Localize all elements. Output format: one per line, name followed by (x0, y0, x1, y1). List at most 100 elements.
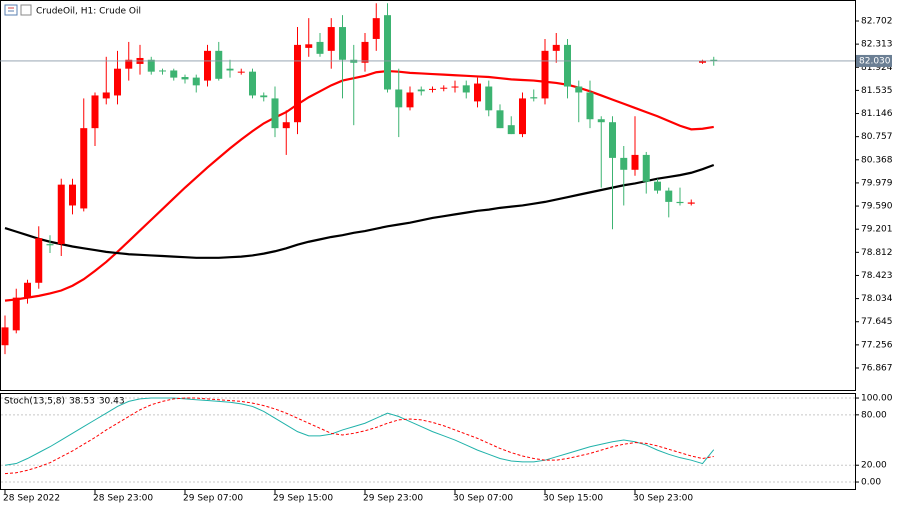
candle-body (147, 59, 155, 72)
candle-body (361, 41, 369, 63)
candle-body (687, 202, 695, 204)
candle-body (384, 15, 391, 90)
symbol-icon (4, 4, 32, 16)
candle-body (440, 87, 448, 89)
candle-body (91, 95, 99, 129)
moving-average (4, 163, 715, 259)
candle-body (24, 282, 31, 298)
candle-body (226, 68, 234, 71)
y-tick-label: 76.867 (861, 363, 893, 373)
candle-body (294, 44, 301, 123)
candle-body (586, 92, 594, 120)
candle-body (372, 18, 380, 39)
candle-body (417, 89, 425, 92)
candle-body (507, 125, 515, 135)
y-tick-label: 82.313 (861, 40, 893, 50)
stoch-line (4, 397, 715, 466)
y-tick-label: 81.146 (861, 109, 893, 119)
candle-body (35, 238, 43, 283)
candle-body (474, 83, 481, 102)
y-tick-label: 80.757 (861, 132, 893, 142)
candle-body (237, 71, 245, 73)
candle-body (282, 122, 290, 129)
indicator-readout: 38.53 (69, 397, 95, 407)
candle-body (305, 44, 313, 48)
y-tick-label: 80.00 (861, 410, 887, 420)
y-tick-label: 0.00 (861, 478, 881, 488)
candle-body (620, 157, 628, 170)
candle-body (564, 44, 571, 87)
x-tick-label: 30 Sep 23:00 (633, 494, 693, 504)
candle-body (496, 110, 504, 129)
y-tick-label: 20.00 (861, 461, 887, 471)
y-tick-label: 82.702 (861, 16, 893, 26)
candle-body (339, 27, 346, 60)
candle-body (80, 128, 88, 209)
y-tick-label: 78.034 (861, 294, 893, 304)
y-tick-label: 77.256 (861, 340, 893, 350)
x-tick-label: 30 Sep 07:00 (453, 494, 513, 504)
candle-body (159, 70, 166, 72)
candle-body (485, 86, 493, 111)
candle-body (69, 184, 76, 206)
x-tick-label: 30 Sep 15:00 (543, 494, 603, 504)
current-price-box (856, 54, 892, 67)
stoch-frame (0, 393, 856, 490)
candle-body (710, 59, 718, 61)
candle-body (519, 98, 526, 135)
x-tick-label: 29 Sep 23:00 (363, 494, 423, 504)
y-tick-label: 79.979 (861, 178, 893, 188)
candle-body (451, 86, 459, 88)
y-tick-label: 100.00 (861, 394, 893, 404)
stoch-line (4, 397, 714, 475)
candle-body (1, 327, 9, 346)
x-tick-label: 29 Sep 07:00 (183, 494, 243, 504)
y-tick-label: 80.368 (861, 155, 893, 165)
candle-body (114, 68, 121, 96)
candle-body (642, 154, 650, 182)
candle-body (260, 95, 268, 98)
x-tick-label: 28 Sep 2022 (3, 494, 60, 504)
candle-body (46, 244, 54, 246)
candle-body (12, 297, 20, 331)
y-tick-label: 78.423 (861, 271, 893, 281)
candle-body (609, 122, 616, 158)
candle-body (192, 77, 200, 86)
candle-body (316, 41, 324, 54)
candle-body (552, 44, 560, 51)
candle-body (676, 201, 684, 204)
candle-body (597, 119, 605, 123)
y-tick-label: 81.535 (861, 86, 893, 96)
y-tick-label: 77.645 (861, 317, 893, 327)
candle-body (654, 181, 661, 191)
candle-body (575, 86, 583, 93)
candle-body (429, 88, 436, 90)
candle-body (530, 97, 538, 99)
candle-body (699, 60, 706, 63)
candle-body (395, 89, 403, 108)
candle-body (249, 71, 256, 96)
candle-body (170, 70, 178, 78)
candle-body (215, 50, 223, 79)
x-tick-label: 29 Sep 15:00 (273, 494, 333, 504)
candle-body (327, 27, 335, 51)
indicator-readout: 30.43 (99, 397, 125, 407)
candle-body (631, 154, 639, 170)
main-frame (0, 0, 856, 391)
candle-body (57, 184, 65, 245)
candle-body (125, 59, 133, 69)
candle-body (665, 190, 673, 202)
y-tick-label: 78.812 (861, 248, 893, 258)
indicator-title: Stoch(13,5,8) (4, 397, 65, 407)
candle-body (181, 77, 189, 80)
candle-body (271, 98, 279, 129)
candle-body (204, 50, 211, 81)
x-tick-label: 28 Sep 23:00 (93, 494, 153, 504)
y-tick-label: 79.201 (861, 225, 893, 235)
y-tick-label: 79.590 (861, 202, 893, 212)
candle-body (462, 85, 470, 93)
candle-body (102, 92, 110, 99)
candle-body (406, 92, 414, 108)
candle-body (541, 50, 549, 99)
